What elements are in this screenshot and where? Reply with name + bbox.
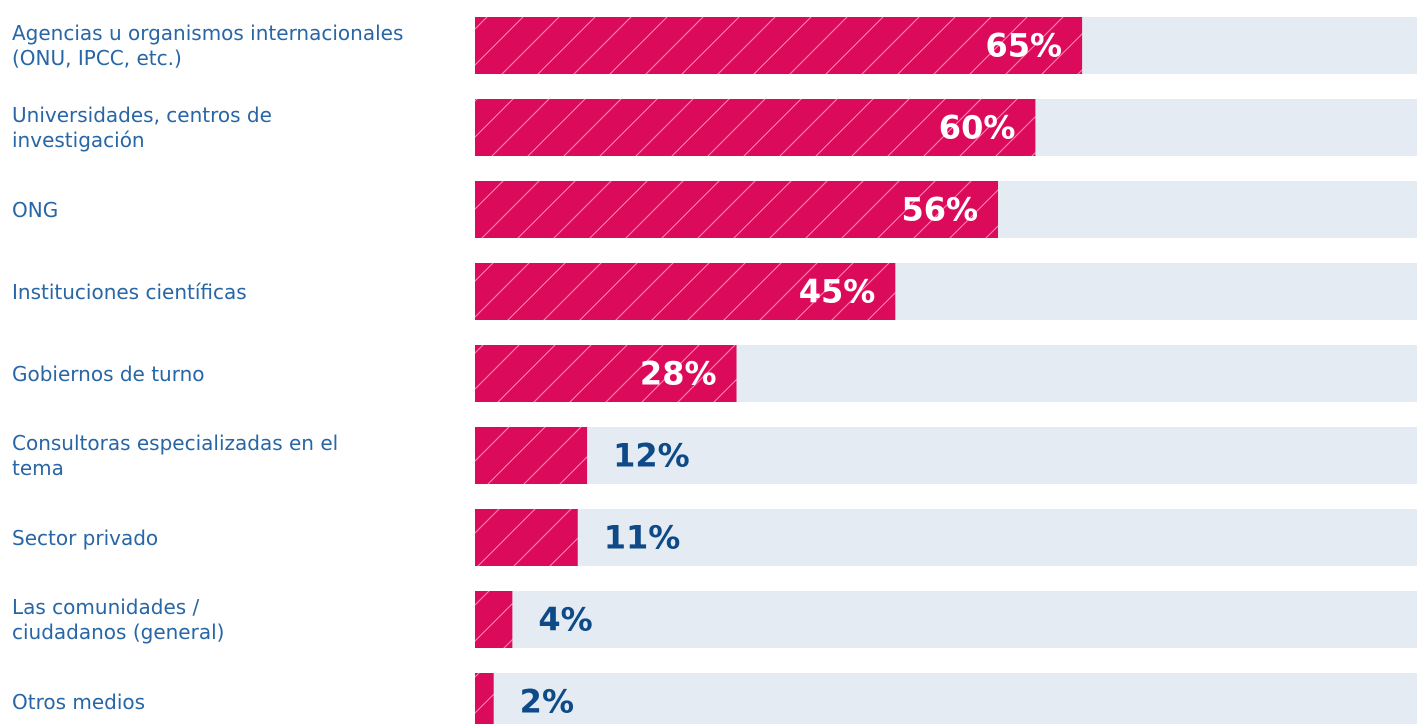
- value-label: 11%: [604, 519, 681, 557]
- value-label: 56%: [901, 191, 978, 229]
- value-label: 45%: [799, 273, 876, 311]
- bar-track: [475, 591, 1417, 648]
- value-label: 12%: [613, 437, 690, 475]
- bar-track: [475, 427, 1417, 484]
- bar-hatch: [475, 673, 494, 724]
- bar-hatch: [475, 591, 513, 648]
- category-label: Consultoras especializadas en el tema: [12, 431, 339, 480]
- bar-hatch: [475, 17, 1083, 74]
- category-label: Instituciones científicas: [12, 279, 247, 304]
- category-label: Sector privado: [12, 525, 159, 550]
- category-label: Otros medios: [12, 689, 146, 714]
- value-label: 65%: [986, 27, 1063, 65]
- category-label: Universidades, centros de investigación: [12, 103, 272, 152]
- value-label: 2%: [520, 683, 574, 721]
- value-label: 60%: [939, 109, 1016, 147]
- bar-hatch: [475, 427, 588, 484]
- bar-hatch: [475, 345, 737, 402]
- value-label: 4%: [538, 601, 592, 639]
- bar-track: [475, 673, 1417, 724]
- bar-hatch: [475, 99, 1036, 156]
- category-label: Gobiernos de turno: [12, 361, 205, 386]
- bar-track: [475, 509, 1417, 566]
- category-label: ONG: [12, 197, 59, 222]
- bar-hatch: [475, 509, 578, 566]
- category-label: Agencias u organismos internacionales (O…: [12, 21, 404, 70]
- bar-hatch: [475, 181, 999, 238]
- bar-hatch: [475, 263, 896, 320]
- category-label: Las comunidades / ciudadanos (general): [12, 595, 225, 644]
- value-label: 28%: [640, 355, 717, 393]
